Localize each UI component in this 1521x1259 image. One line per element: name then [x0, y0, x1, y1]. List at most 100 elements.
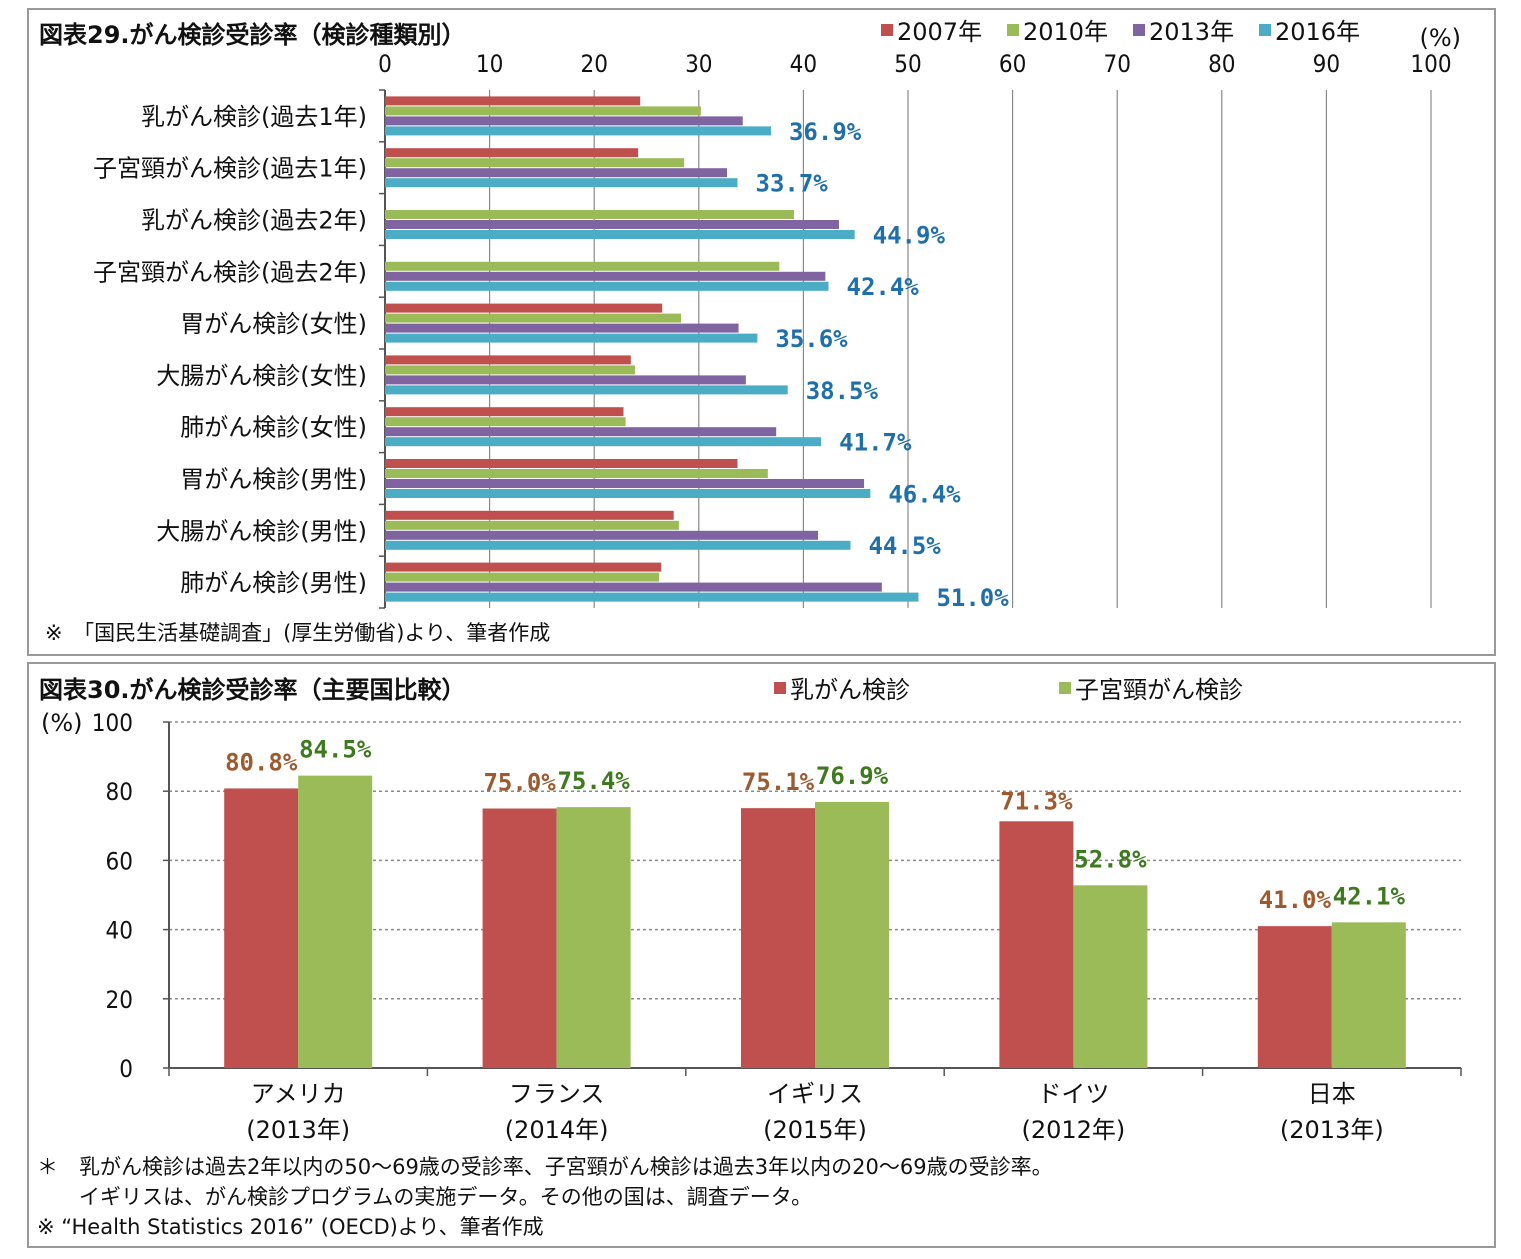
bar: [385, 427, 777, 437]
bar: [385, 520, 679, 530]
legend-label: 2013年: [1149, 18, 1234, 46]
bar: [385, 96, 641, 106]
legend-label: 2016年: [1275, 18, 1360, 46]
data-label: 36.9%: [789, 118, 862, 146]
y-axis-ticks: 0 20 40 60 80 100: [92, 709, 169, 1083]
category-label: 子宮頸がん検診(過去2年): [93, 258, 367, 286]
legend: 2007年 2010年 2013年 2016年: [881, 18, 1360, 46]
legend-swatch: [1259, 24, 1271, 36]
category-label: 子宮頸がん検診(過去1年): [93, 155, 367, 183]
legend: 乳がん検診 子宮頸がん検診: [774, 676, 1243, 704]
data-label: 44.9%: [873, 221, 946, 249]
y-tick-label: 40: [106, 917, 133, 945]
x-tick-label: 20: [580, 50, 607, 78]
y-tick-label: 80: [106, 778, 133, 806]
data-label: 75.1%: [742, 768, 815, 796]
category-label: 大腸がん検診(女性): [156, 362, 367, 390]
footnote-3: ※ “Health Statistics 2016” (OECD)より、筆者作成: [37, 1215, 544, 1239]
data-label: 71.3%: [1000, 787, 1073, 815]
bar: [385, 116, 743, 126]
bar: [385, 572, 660, 582]
bar: [385, 510, 674, 520]
data-label: 75.0%: [483, 769, 556, 797]
category-label: 胃がん検診(女性): [180, 310, 367, 338]
bar: [385, 437, 822, 447]
bar: [385, 158, 685, 168]
chart-panel-country: 図表30.がん検診受診率（主要国比較） (%) 乳がん検診 子宮頸がん検診 0 20…: [27, 662, 1496, 1248]
bar: [385, 220, 839, 229]
data-label: 51.0%: [936, 584, 1009, 612]
bar: [385, 365, 635, 375]
footnote: ※ 「国民生活基礎調査」(厚生労働省)より、筆者作成: [45, 621, 550, 645]
category-label: イギリス: [767, 1080, 863, 1108]
data-label: 84.5%: [299, 736, 372, 764]
legend-swatch: [1007, 24, 1019, 36]
x-tick-label: 60: [999, 50, 1026, 78]
bar: [385, 355, 631, 365]
chart-title: 図表29.がん検診受診率（検診種類別）: [39, 21, 466, 49]
category-label: 乳がん検診(過去2年): [141, 207, 367, 235]
data-label: 80.8%: [225, 748, 298, 776]
bar: [385, 375, 746, 385]
x-tick-label: 100: [1410, 50, 1451, 78]
x-tick-label: 0: [378, 50, 392, 78]
bar: [298, 775, 373, 1068]
bar: [385, 281, 829, 291]
category-year: (2013年): [1280, 1116, 1384, 1144]
grid-lines: [384, 90, 1432, 608]
bar: [741, 808, 815, 1068]
category-label: 大腸がん検診(男性): [156, 517, 367, 545]
bar: [385, 562, 662, 572]
bar: [224, 788, 299, 1068]
category-label: ドイツ: [1037, 1080, 1109, 1108]
x-axis-ticks: 0 10 20 30 40 50 60 70 80 90 100: [378, 50, 1451, 78]
category-label: 肺がん検診(男性): [180, 569, 367, 597]
bar: [385, 210, 794, 219]
legend-swatch: [774, 682, 786, 694]
bar: [385, 106, 701, 116]
bars: [224, 775, 1406, 1068]
category-label: 乳がん検診(過去1年): [141, 103, 367, 131]
category-label: 胃がん検診(男性): [180, 466, 367, 494]
category-label: アメリカ: [251, 1080, 346, 1108]
category-year: (2015年): [763, 1116, 867, 1144]
bar: [385, 323, 739, 333]
category-year: (2014年): [505, 1116, 609, 1144]
data-labels: 36.9% 33.7% 44.9% 42.4% 35.6% 38.5% 41.7% 46.4%…: [756, 118, 1010, 612]
bar: [385, 592, 919, 602]
category-label: フランス: [509, 1080, 605, 1108]
y-tick-label: 60: [106, 847, 133, 875]
unit-label: (%): [41, 709, 83, 737]
bar: [385, 230, 855, 239]
bar: [385, 417, 626, 427]
bar: [385, 271, 826, 281]
bar: [385, 148, 639, 158]
bar: [556, 807, 631, 1068]
y-axis-categories: 乳がん検診(過去1年) 子宮頸がん検診(過去1年) 乳がん検診(過去2年) 子宮頸がん…: [93, 89, 385, 609]
y-tick-label: 20: [106, 986, 133, 1014]
bar: [385, 178, 738, 188]
bar: [1073, 885, 1148, 1068]
chart-title: 図表30.がん検診受診率（主要国比較）: [39, 676, 466, 704]
bar: [385, 261, 780, 271]
x-tick-label: 50: [894, 50, 921, 78]
legend-label: 子宮頸がん検診: [1075, 676, 1243, 704]
data-label: 42.4%: [847, 273, 920, 301]
category-year: (2012年): [1021, 1116, 1125, 1144]
data-label: 75.4%: [557, 767, 630, 795]
bar: [385, 479, 865, 488]
bar: [385, 333, 758, 343]
footnote-1: ＊ 乳がん検診は過去2年以内の50～69歳の受診率、子宮頸がん検診は過去3年以内…: [37, 1155, 1053, 1179]
data-labels: 80.8% 84.5% 75.0% 75.4% 75.1% 76.9% 71.3% 52.8%…: [225, 736, 1405, 915]
data-label: 33.7%: [756, 170, 829, 198]
x-tick-label: 90: [1313, 50, 1340, 78]
bar: [1257, 926, 1332, 1068]
data-label: 52.8%: [1074, 845, 1147, 873]
bar: [385, 582, 882, 592]
bar: [385, 489, 871, 498]
legend-label: 乳がん検診: [790, 676, 910, 704]
data-label: 44.5%: [868, 532, 941, 560]
footnote-2: イギリスは、がん検診プログラムの実施データ。その他の国は、調査データ。: [37, 1185, 812, 1209]
bar: [385, 303, 663, 313]
data-label: 76.9%: [816, 762, 889, 790]
